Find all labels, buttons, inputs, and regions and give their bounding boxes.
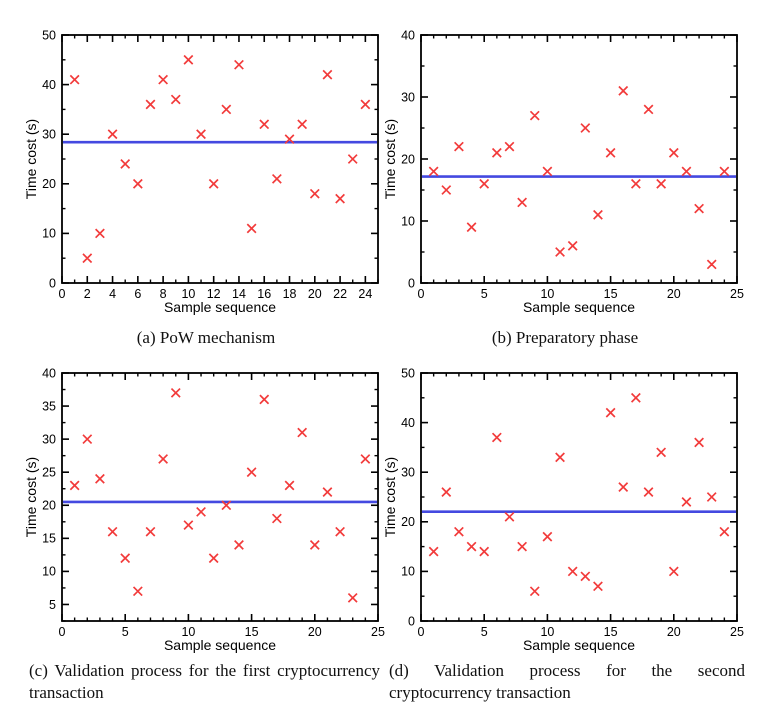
panel-c: 0 5 10 15 20 25 5 10 15 20 25 30 35 40 Sample sequence…: [25, 354, 387, 656]
svg-text:8: 8: [160, 287, 167, 301]
svg-text:Time cost (s): Time cost (s): [25, 119, 39, 199]
svg-text:15: 15: [42, 532, 56, 546]
svg-text:Time cost (s): Time cost (s): [25, 457, 39, 537]
svg-text:0: 0: [49, 276, 56, 290]
svg-text:10: 10: [540, 625, 554, 639]
svg-text:2: 2: [84, 287, 91, 301]
svg-text:40: 40: [42, 366, 56, 380]
panel-a: 0 2 4 6 8 10 12 14 16 18 20 22 24 0 10 20 30 40 50 Sample s…: [25, 16, 387, 318]
svg-text:24: 24: [358, 287, 372, 301]
svg-text:40: 40: [401, 28, 415, 42]
svg-text:0: 0: [418, 625, 425, 639]
svg-text:5: 5: [481, 287, 488, 301]
svg-text:5: 5: [481, 625, 488, 639]
svg-text:30: 30: [401, 466, 415, 480]
svg-text:20: 20: [42, 499, 56, 513]
svg-text:50: 50: [42, 28, 56, 42]
svg-text:25: 25: [42, 466, 56, 480]
svg-text:20: 20: [401, 152, 415, 166]
caption-b: (b) Preparatory phase: [491, 328, 639, 347]
svg-text:35: 35: [42, 399, 56, 413]
svg-text:20: 20: [42, 177, 56, 191]
svg-text:5: 5: [49, 598, 56, 612]
svg-text:20: 20: [308, 287, 322, 301]
svg-text:25: 25: [730, 287, 744, 301]
svg-text:Sample sequence: Sample sequence: [523, 299, 635, 315]
svg-text:50: 50: [401, 366, 415, 380]
svg-text:0: 0: [408, 614, 415, 628]
svg-text:10: 10: [42, 227, 56, 241]
svg-text:10: 10: [42, 565, 56, 579]
caption-a: (a) PoW mechanism: [136, 328, 276, 347]
svg-text:30: 30: [401, 90, 415, 104]
svg-text:25: 25: [371, 625, 385, 639]
svg-text:10: 10: [401, 214, 415, 228]
svg-text:30: 30: [42, 432, 56, 446]
svg-text:22: 22: [333, 287, 347, 301]
svg-text:25: 25: [730, 625, 744, 639]
svg-text:20: 20: [667, 625, 681, 639]
caption-d: (d) Validation process for the second cr…: [389, 661, 745, 703]
svg-text:Sample sequence: Sample sequence: [164, 299, 276, 315]
panel-d: 0 5 10 15 20 25 0 10 20 30 40 50 Sample sequence Time…: [384, 354, 746, 656]
svg-text:10: 10: [540, 287, 554, 301]
caption-c: (c) Validation process for the first cry…: [29, 661, 380, 703]
svg-text:20: 20: [667, 287, 681, 301]
panel-b: 0 5 10 15 20 25 0 10 20 30 40 Sample sequence Time c…: [384, 16, 746, 318]
svg-text:Sample sequence: Sample sequence: [164, 637, 276, 653]
svg-text:10: 10: [181, 625, 195, 639]
svg-text:12: 12: [207, 287, 221, 301]
svg-text:40: 40: [401, 416, 415, 430]
svg-text:10: 10: [401, 565, 415, 579]
svg-text:Sample sequence: Sample sequence: [523, 637, 635, 653]
scatter-plot-preparatory-phase: 0 5 10 15 20 25 0 10 20 30 40 Sample sequence Time c…: [384, 28, 744, 315]
scatter-plot-validation-second-transaction: 0 5 10 15 20 25 0 10 20 30 40 50 Sample sequence Time…: [384, 366, 744, 653]
svg-text:5: 5: [122, 625, 129, 639]
svg-text:18: 18: [283, 287, 297, 301]
svg-text:4: 4: [109, 287, 116, 301]
svg-text:Time cost (s): Time cost (s): [384, 119, 398, 199]
svg-text:10: 10: [181, 287, 195, 301]
svg-text:15: 15: [245, 625, 259, 639]
svg-text:Time cost (s): Time cost (s): [384, 457, 398, 537]
svg-text:16: 16: [257, 287, 271, 301]
svg-text:6: 6: [134, 287, 141, 301]
svg-text:0: 0: [408, 276, 415, 290]
svg-text:0: 0: [59, 625, 66, 639]
svg-text:14: 14: [232, 287, 246, 301]
svg-text:0: 0: [59, 287, 66, 301]
svg-text:30: 30: [42, 128, 56, 142]
svg-text:40: 40: [42, 78, 56, 92]
svg-text:20: 20: [308, 625, 322, 639]
svg-text:0: 0: [418, 287, 425, 301]
svg-text:15: 15: [604, 625, 618, 639]
svg-text:20: 20: [401, 515, 415, 529]
svg-text:15: 15: [604, 287, 618, 301]
